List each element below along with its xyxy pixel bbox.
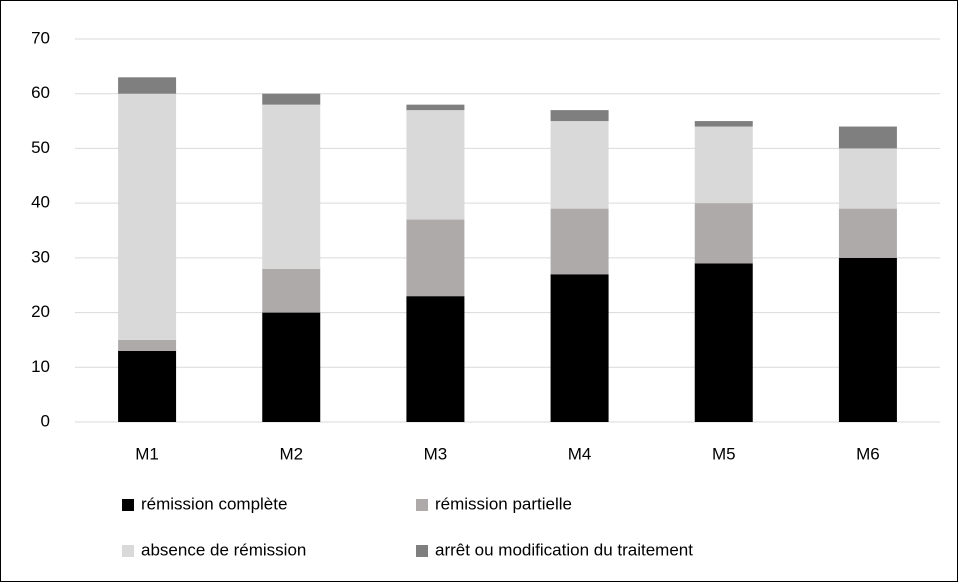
bar-segment bbox=[694, 126, 753, 204]
bar-segment bbox=[262, 93, 321, 105]
bar-segment bbox=[550, 208, 609, 275]
legend-label: rémission partielle bbox=[435, 494, 572, 513]
y-tick-label: 0 bbox=[41, 411, 50, 430]
x-tick-label: M1 bbox=[135, 444, 159, 463]
legend-label: rémission complète bbox=[141, 494, 287, 513]
legend-swatch bbox=[416, 545, 428, 557]
legend-label: absence de rémission bbox=[141, 540, 306, 559]
y-tick-label: 10 bbox=[31, 357, 50, 376]
bar-segment bbox=[406, 104, 465, 111]
bar-segment bbox=[550, 274, 609, 422]
bar-segment bbox=[118, 77, 177, 94]
bar-segment bbox=[838, 257, 897, 422]
legend-swatch bbox=[122, 545, 134, 557]
y-tick-label: 30 bbox=[31, 247, 50, 266]
bar-segment bbox=[694, 203, 753, 264]
y-tick-label: 20 bbox=[31, 302, 50, 321]
x-tick-label: M3 bbox=[424, 444, 448, 463]
bar-segment bbox=[262, 104, 321, 269]
bar-segment bbox=[118, 339, 177, 351]
legend-swatch bbox=[416, 499, 428, 511]
legend-label: arrêt ou modification du traitement bbox=[435, 540, 693, 559]
legend-swatch bbox=[122, 499, 134, 511]
x-tick-label: M5 bbox=[712, 444, 736, 463]
bar-segment bbox=[838, 148, 897, 209]
x-tick-label: M6 bbox=[856, 444, 880, 463]
x-tick-label: M2 bbox=[279, 444, 303, 463]
y-tick-label: 50 bbox=[31, 138, 50, 157]
bar-segment bbox=[262, 312, 321, 422]
bar-segment bbox=[550, 110, 609, 122]
bar-segment bbox=[262, 268, 321, 313]
bar-segment bbox=[118, 93, 177, 340]
bar-segment bbox=[406, 110, 465, 220]
bar-segment bbox=[118, 350, 177, 422]
y-tick-label: 60 bbox=[31, 83, 50, 102]
bar-segment bbox=[694, 263, 753, 422]
bar-segment bbox=[406, 219, 465, 297]
x-tick-label: M4 bbox=[568, 444, 592, 463]
bar-segment bbox=[694, 121, 753, 127]
bar-segment bbox=[838, 126, 897, 149]
y-tick-label: 40 bbox=[31, 193, 50, 212]
bar-segment bbox=[838, 208, 897, 258]
bar-segment bbox=[406, 296, 465, 422]
bar-segment bbox=[550, 121, 609, 209]
y-tick-label: 70 bbox=[31, 28, 50, 47]
